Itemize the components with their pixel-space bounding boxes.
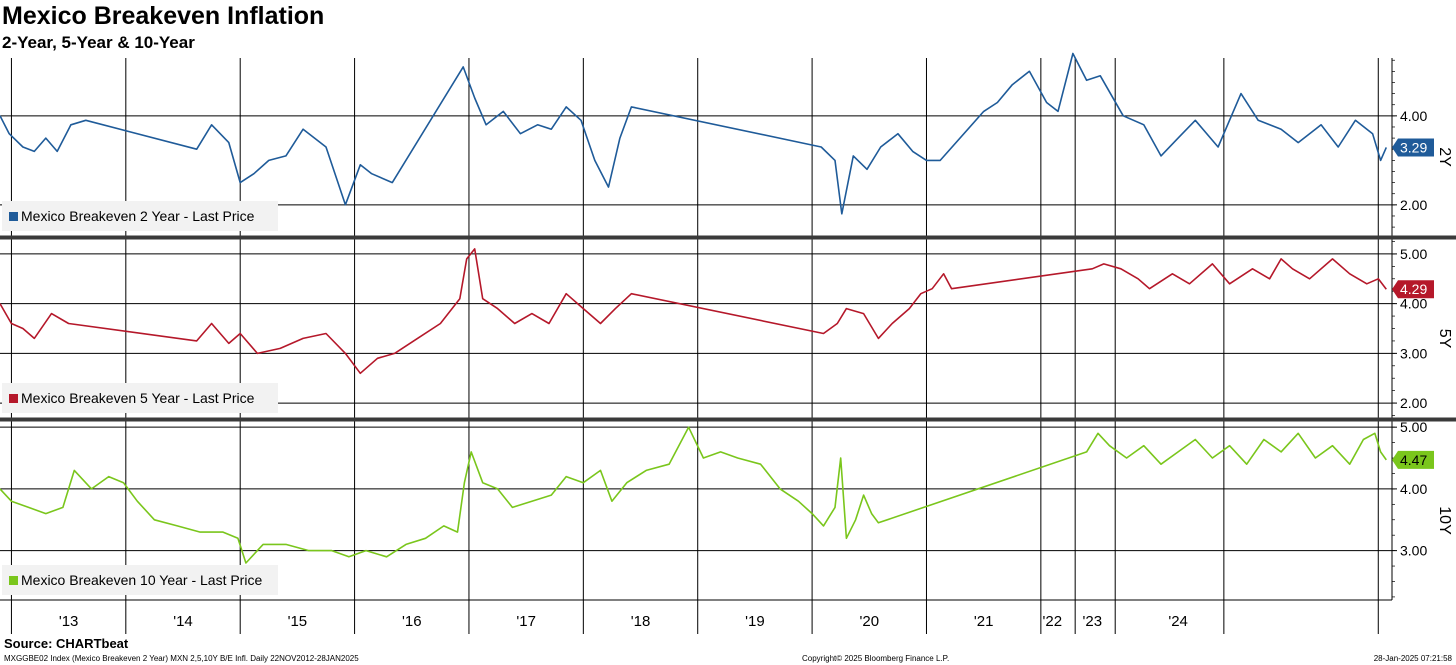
last-value-label: 4.29 (1400, 281, 1427, 297)
legend-label: Mexico Breakeven 10 Year - Last Price (21, 572, 262, 588)
y-tick-label: 5.00 (1400, 419, 1427, 435)
last-value-badge (1392, 450, 1434, 469)
series-layer (0, 52, 1388, 564)
timestamp: 28-Jan-2025 07:21:58 (1373, 654, 1452, 663)
y-tick-label: 2.00 (1400, 395, 1427, 411)
series-line-10y (0, 426, 1387, 564)
legend-swatch (9, 576, 18, 585)
legend-label: Mexico Breakeven 2 Year - Last Price (21, 208, 255, 224)
y-tick-label: 4.00 (1400, 481, 1427, 497)
chart-subtitle: 2-Year, 5-Year & 10-Year (2, 33, 195, 52)
y-tick-label: 4.00 (1400, 108, 1427, 124)
last-value-label: 3.29 (1400, 139, 1427, 155)
legend-swatch (9, 394, 18, 403)
legend-box (2, 201, 278, 231)
ticker-info: MXGGBE02 Index (Mexico Breakeven 2 Year)… (4, 654, 359, 663)
x-tick-label: '15 (288, 613, 308, 630)
legend-box (2, 383, 278, 413)
x-tick-label: '20 (860, 613, 880, 630)
y-tick-label: 3.00 (1400, 345, 1427, 361)
x-tick-label: '23 (1083, 613, 1103, 630)
grid-layer (0, 58, 1397, 634)
panel-divider (0, 417, 1456, 422)
x-tick-label: '19 (745, 613, 765, 630)
last-value-badge (1392, 138, 1434, 157)
x-tick-label: '13 (59, 613, 79, 630)
chart-title: Mexico Breakeven Inflation (2, 2, 325, 30)
legend-swatch (9, 212, 18, 221)
axis-tag-2y: 2Y (1436, 147, 1453, 167)
legend-label: Mexico Breakeven 5 Year - Last Price (21, 390, 255, 406)
x-tick-label: '24 (1168, 613, 1188, 630)
x-tick-label: '14 (173, 613, 193, 630)
series-line-5y (0, 248, 1387, 375)
x-tick-label: '16 (402, 613, 422, 630)
copyright-note: Copyright© 2025 Bloomberg Finance L.P. (802, 654, 950, 663)
source-note: Source: CHARTbeat (4, 636, 129, 651)
x-tick-label: '21 (974, 613, 994, 630)
x-tick-label: '17 (516, 613, 536, 630)
overlay-layer: 2.00 4.00 3.29 2Y Mexico Breakeven 2 Year - … (0, 108, 1456, 630)
panel-divider (0, 235, 1456, 240)
y-tick-label: 3.00 (1400, 543, 1427, 559)
x-tick-label: '22 (1043, 613, 1063, 630)
y-tick-label: 2.00 (1400, 197, 1427, 213)
y-tick-label: 5.00 (1400, 246, 1427, 262)
legend-box (2, 565, 278, 595)
axis-tag-5y: 5Y (1436, 329, 1453, 349)
series-line-2y (0, 52, 1388, 215)
last-value-label: 4.47 (1400, 452, 1427, 468)
x-tick-label: '18 (631, 613, 651, 630)
y-tick-label: 4.00 (1400, 296, 1427, 312)
last-value-badge (1392, 280, 1434, 299)
axis-tag-10y: 10Y (1436, 506, 1453, 535)
